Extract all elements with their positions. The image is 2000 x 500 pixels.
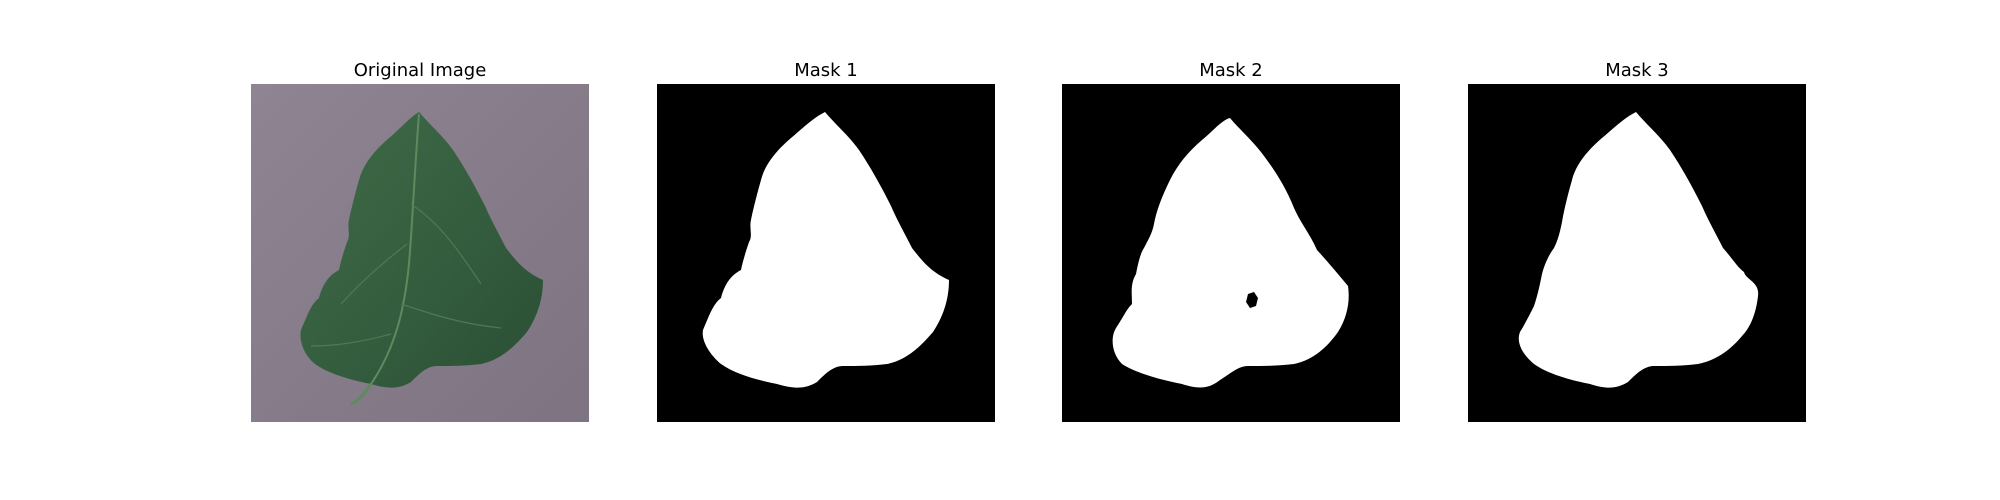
panel-mask-2: Mask 2 — [1062, 58, 1400, 422]
panel-title: Mask 3 — [1605, 60, 1669, 81]
mask-image — [1062, 84, 1400, 422]
mask-image — [657, 84, 995, 422]
panel-title: Mask 2 — [1199, 60, 1263, 81]
panel-mask-3: Mask 3 — [1468, 58, 1806, 422]
panel-title: Mask 1 — [794, 60, 858, 81]
mask-image — [1468, 84, 1806, 422]
panel-mask-1: Mask 1 — [657, 58, 995, 422]
leaf-photo — [251, 84, 589, 422]
panel-original-image: Original Image — [251, 58, 589, 422]
panel-title: Original Image — [353, 60, 487, 81]
